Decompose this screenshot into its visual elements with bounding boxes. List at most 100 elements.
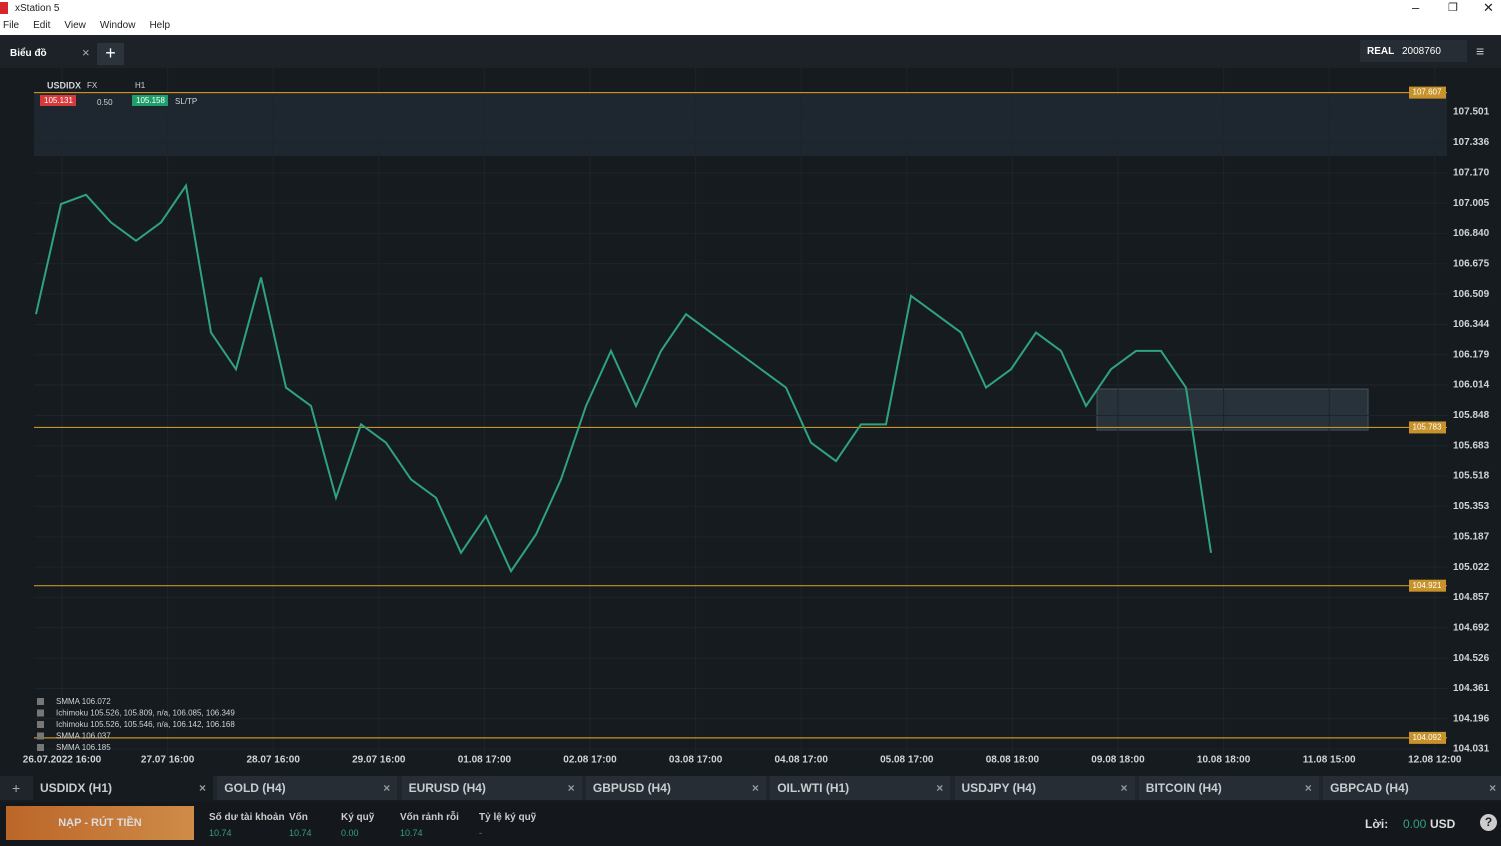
tab-close[interactable]: ×: [1489, 781, 1497, 795]
y-tick-label: 106.675: [1453, 258, 1490, 269]
stat-value: 10.74: [289, 828, 312, 838]
restore[interactable]: ❐: [1448, 2, 1458, 14]
stat-label: Vốn: [289, 812, 308, 823]
x-tick-label: 10.08 18:00: [1197, 755, 1251, 766]
footer: NẠP - RÚT TIỀN Lời: 0.00 USD ? Số dư tài…: [0, 802, 1501, 846]
indicator-icon: [37, 744, 44, 751]
menu-item[interactable]: Window: [99, 20, 136, 31]
tab-label: EURUSD (H4): [408, 781, 486, 795]
indicator-label: SMMA 106.185: [56, 743, 111, 752]
y-tick-label: 104.361: [1453, 683, 1490, 694]
y-tick-label: 105.848: [1453, 410, 1490, 421]
add-chart[interactable]: +: [12, 780, 21, 796]
tab-label: GBPUSD (H4): [592, 781, 671, 795]
y-tick-label: 105.353: [1453, 501, 1490, 512]
tab-close[interactable]: ×: [936, 781, 944, 795]
sell-price: 105.131: [44, 96, 73, 105]
help[interactable]: ?: [1480, 814, 1497, 831]
tab-bar: + USDIDX (H1) × GOLD (H4) × EURUSD (H4) × GBPU…: [0, 776, 1501, 800]
account-type: REAL: [1367, 46, 1395, 57]
chart-tab[interactable]: BITCOIN (H4) ×: [1138, 776, 1319, 800]
y-tick-label: 107.501: [1453, 107, 1490, 118]
menu-item[interactable]: View: [64, 20, 86, 31]
x-tick-label: 03.08 17:00: [669, 755, 723, 766]
sltp[interactable]: SL/TP: [175, 97, 197, 106]
add-tab[interactable]: +: [97, 43, 124, 65]
timeframe: H1: [135, 81, 146, 90]
tab-close[interactable]: ×: [751, 781, 759, 795]
tab-close[interactable]: ×: [199, 781, 207, 795]
chart-tab[interactable]: GBPCAD (H4) ×: [1323, 776, 1501, 800]
indicator-icon: [37, 709, 44, 717]
x-tick-label: 28.07 16:00: [247, 755, 301, 766]
title-bar: xStation 5 – ❐ ✕: [0, 0, 1501, 17]
y-tick-label: 106.344: [1453, 319, 1490, 330]
indicator-icon: [37, 721, 44, 728]
stat-value: 0.00: [341, 828, 359, 838]
chart-tab[interactable]: EURUSD (H4) ×: [401, 776, 582, 800]
level-tag: [1409, 579, 1446, 592]
tab-label: USDJPY (H4): [961, 781, 1036, 795]
menu-item[interactable]: Help: [149, 20, 171, 31]
deposit-button[interactable]: NẠP - RÚT TIỀN: [6, 806, 194, 840]
y-tick-label: 104.196: [1453, 713, 1490, 724]
y-tick-label: 104.857: [1453, 592, 1490, 603]
chart-tab[interactable]: Biểu đồ: [10, 48, 47, 59]
y-tick-label: 107.005: [1453, 198, 1490, 209]
indicator-label: SMMA 106.072: [56, 697, 111, 706]
sell-button[interactable]: [40, 95, 76, 106]
buy-button[interactable]: [132, 95, 168, 106]
window-title: xStation 5: [15, 3, 60, 14]
y-tick-label: 105.022: [1453, 562, 1490, 573]
indicator-label: Ichimoku 105.526, 105.546, n/a, 106.142,…: [56, 720, 235, 729]
y-tick-label: 104.692: [1453, 622, 1490, 633]
close[interactable]: ✕: [1483, 0, 1494, 15]
chart: 107.501 107.336 107.170 107.005 106.840 106.6…: [0, 68, 1501, 776]
menu-bar: File Edit View Window Help: [0, 17, 1501, 35]
symbol: USDIDX: [47, 80, 81, 90]
stat-label: Vốn rảnh rỗi: [400, 812, 459, 823]
x-tick-label: 11.08 15:00: [1303, 755, 1356, 766]
menu-icon[interactable]: ≡: [1476, 43, 1485, 59]
tab-close[interactable]: ×: [383, 781, 391, 795]
indicator-label: SMMA 106.037: [56, 732, 111, 741]
zone: [34, 94, 1447, 156]
y-tick-label: 107.170: [1453, 167, 1490, 178]
buy-price: 105.158: [136, 96, 165, 105]
chart-tab[interactable]: GOLD (H4) ×: [217, 776, 398, 800]
y-tick-label: 104.526: [1453, 653, 1490, 664]
menu-item[interactable]: Edit: [33, 20, 51, 31]
stat-label: Số dư tài khoản: [209, 812, 285, 823]
stat-label: Tỷ lệ ký quỹ: [479, 812, 537, 823]
level-label: 105.783: [1413, 423, 1442, 432]
price-line: [35, 183, 1212, 574]
logo: [0, 2, 8, 14]
y-tick-label: 106.179: [1453, 349, 1490, 360]
x-tick-label: 12.08 12:00: [1408, 755, 1462, 766]
toolbar: Biểu đồ × + REAL 2008760 ≡: [0, 35, 1501, 68]
chart-tab[interactable]: USDIDX (H1) ×: [33, 776, 213, 800]
chart-tab[interactable]: GBPUSD (H4) ×: [585, 776, 766, 800]
indicator-icon: [37, 698, 44, 705]
y-tick-label: 106.509: [1453, 289, 1490, 300]
y-tick-label: 104.031: [1453, 744, 1490, 755]
y-tick-label: 105.518: [1453, 471, 1490, 482]
minimize[interactable]: –: [1412, 0, 1420, 15]
tab-close[interactable]: ×: [1120, 781, 1128, 795]
chart-tab[interactable]: OIL.WTI (H1) ×: [770, 776, 951, 800]
menu-item[interactable]: File: [3, 20, 20, 31]
y-tick-label: 106.840: [1453, 228, 1490, 239]
indicator-icon: [37, 732, 44, 740]
market: FX: [87, 81, 98, 90]
x-tick-label: 01.08 17:00: [458, 755, 512, 766]
tab-close[interactable]: ×: [1304, 781, 1312, 795]
chart-tab[interactable]: USDJPY (H4) ×: [954, 776, 1135, 800]
y-tick-label: 105.187: [1453, 531, 1490, 542]
close-tab[interactable]: ×: [82, 45, 90, 60]
account-box[interactable]: [1360, 40, 1467, 62]
tab-close[interactable]: ×: [567, 781, 575, 795]
stat-value: 10.74: [209, 828, 232, 838]
stat-value: 10.74: [400, 828, 423, 838]
level-label: 104.921: [1413, 581, 1442, 590]
